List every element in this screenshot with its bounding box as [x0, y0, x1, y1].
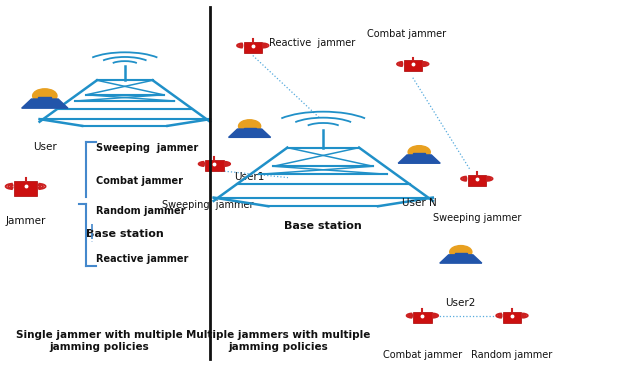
FancyBboxPatch shape [468, 175, 486, 186]
FancyBboxPatch shape [503, 312, 521, 323]
Circle shape [239, 120, 260, 132]
Text: User1: User1 [234, 172, 265, 182]
Text: Reactive  jammer: Reactive jammer [269, 37, 355, 48]
FancyBboxPatch shape [205, 160, 223, 171]
Polygon shape [398, 155, 440, 163]
FancyBboxPatch shape [404, 60, 422, 71]
Text: Base station: Base station [284, 221, 362, 231]
Text: User N: User N [402, 198, 436, 208]
Polygon shape [440, 255, 482, 263]
Text: Single jammer with multiple
jamming policies: Single jammer with multiple jamming poli… [16, 330, 182, 352]
Polygon shape [454, 253, 467, 255]
Text: Random jammer: Random jammer [96, 206, 186, 216]
FancyBboxPatch shape [14, 181, 37, 195]
Text: Base station: Base station [86, 229, 164, 239]
Text: Combat jammer: Combat jammer [96, 176, 183, 186]
Text: Combat jammer: Combat jammer [367, 29, 446, 39]
Text: Combat jammer: Combat jammer [383, 350, 462, 360]
Text: Random jammer: Random jammer [472, 350, 552, 360]
Circle shape [450, 246, 472, 258]
Polygon shape [38, 97, 51, 99]
Text: Sweeping jammer: Sweeping jammer [433, 213, 521, 223]
Text: Reactive jammer: Reactive jammer [96, 254, 188, 264]
Text: Jammer: Jammer [5, 216, 46, 226]
Polygon shape [228, 129, 271, 137]
Text: Multiple jammers with multiple
jamming policies: Multiple jammers with multiple jamming p… [186, 330, 371, 352]
Polygon shape [22, 99, 68, 108]
Text: User: User [33, 142, 57, 152]
Circle shape [33, 89, 57, 103]
Polygon shape [413, 154, 426, 155]
FancyBboxPatch shape [244, 41, 262, 53]
Polygon shape [243, 128, 256, 129]
Text: Sweeping  jammer: Sweeping jammer [163, 200, 253, 210]
Text: User2: User2 [445, 298, 476, 308]
FancyBboxPatch shape [413, 312, 431, 323]
Text: Sweeping  jammer: Sweeping jammer [96, 143, 198, 153]
Circle shape [408, 146, 430, 158]
